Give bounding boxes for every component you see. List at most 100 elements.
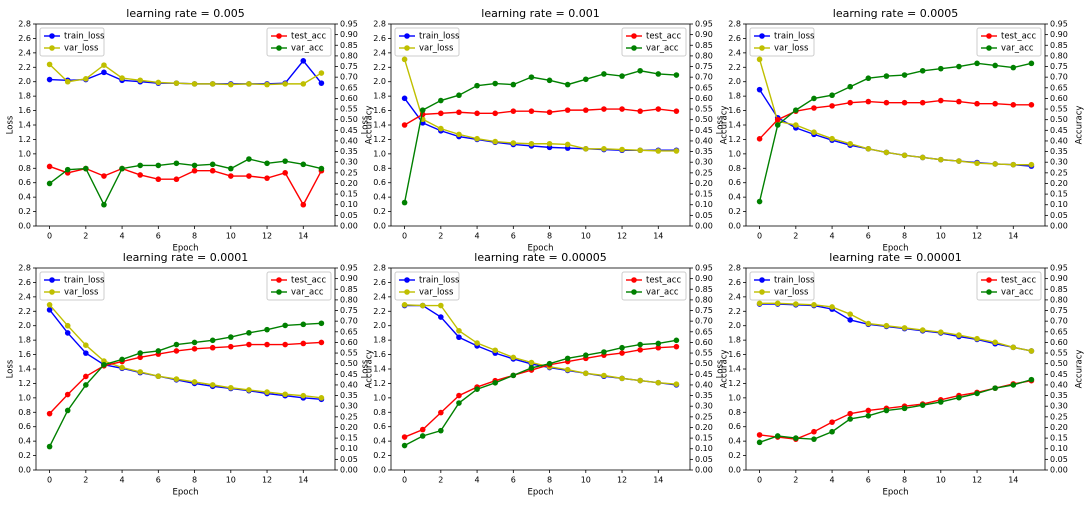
y2-tick-label: 0.30 xyxy=(695,402,713,411)
data-point xyxy=(137,350,143,356)
y-tick-label: 2.0 xyxy=(18,77,31,86)
y2-tick-label: 0.85 xyxy=(1050,285,1068,294)
y2-tick-label: 0.90 xyxy=(695,274,713,283)
data-point xyxy=(564,355,571,362)
data-point xyxy=(811,428,817,435)
y2-tick-label: 0.85 xyxy=(340,41,358,50)
y2-tick-label: 0.05 xyxy=(695,211,713,220)
y-tick-label: 2.8 xyxy=(373,20,386,29)
x-tick-label: 12 xyxy=(262,232,272,241)
y2-tick-label: 0.55 xyxy=(340,349,358,358)
data-point xyxy=(938,65,944,72)
legend-marker xyxy=(404,33,410,39)
data-point xyxy=(173,160,180,167)
x-tick-label: 8 xyxy=(192,232,197,241)
data-point xyxy=(865,407,872,414)
data-point xyxy=(601,146,607,152)
y-tick-label: 0.6 xyxy=(373,422,386,431)
series-line xyxy=(49,63,322,86)
x-tick-label: 12 xyxy=(262,476,272,485)
y2-tick-label: 0.45 xyxy=(1050,126,1068,135)
data-point xyxy=(228,334,234,340)
y-tick-label: 0.2 xyxy=(373,207,386,216)
data-point xyxy=(191,346,198,352)
x-tick-label: 4 xyxy=(830,232,835,241)
data-point xyxy=(191,339,198,346)
y2-tick-label: 0.25 xyxy=(1050,168,1068,177)
x-axis-label: Epoch xyxy=(882,488,908,498)
data-point xyxy=(173,348,180,354)
data-point xyxy=(919,99,926,106)
data-point xyxy=(637,377,643,384)
data-point xyxy=(191,162,198,169)
data-point xyxy=(209,337,216,344)
y-tick-label: 0.2 xyxy=(373,451,386,460)
x-tick-label: 14 xyxy=(653,476,663,485)
data-point xyxy=(246,156,252,162)
y-tick-label: 1.6 xyxy=(18,106,31,115)
data-point xyxy=(756,136,763,142)
data-point xyxy=(528,108,535,114)
x-tick-label: 6 xyxy=(511,476,516,485)
data-point xyxy=(300,81,307,87)
y-tick-label: 2.8 xyxy=(728,264,741,273)
data-point xyxy=(456,327,462,334)
y-tick-label: 1.4 xyxy=(373,121,386,130)
data-point xyxy=(474,135,480,142)
y2-tick-label: 0.75 xyxy=(340,62,358,71)
y-tick-label: 1.2 xyxy=(373,135,386,144)
data-point xyxy=(992,385,998,391)
y2-tick-label: 0.05 xyxy=(1050,455,1068,464)
x-tick-label: 2 xyxy=(83,476,88,485)
y-tick-label: 2.4 xyxy=(373,48,386,57)
y2-tick-label: 0.35 xyxy=(340,391,358,400)
y-tick-label: 0.8 xyxy=(18,408,31,417)
data-point xyxy=(119,75,125,81)
y-tick-label: 0.6 xyxy=(18,422,31,431)
y-tick-label: 2.0 xyxy=(373,321,386,330)
data-point xyxy=(901,152,908,159)
y2-tick-label: 0.40 xyxy=(340,136,358,145)
data-point xyxy=(847,416,853,422)
y2-tick-label: 0.10 xyxy=(1050,200,1068,209)
legend-label: train_loss xyxy=(64,32,105,42)
data-point xyxy=(793,301,799,307)
data-point xyxy=(282,158,288,164)
data-point xyxy=(756,198,763,205)
legend-label: var_loss xyxy=(64,288,99,298)
legend-marker xyxy=(631,277,637,283)
series-line xyxy=(759,89,1032,167)
data-point xyxy=(64,166,71,173)
data-point xyxy=(847,410,853,417)
data-point xyxy=(83,382,89,388)
y2-tick-label: 0.05 xyxy=(1050,211,1068,220)
y2-tick-label: 0.60 xyxy=(340,338,358,347)
data-point xyxy=(756,86,763,93)
data-point xyxy=(318,165,325,172)
data-point xyxy=(528,74,535,80)
y-tick-label: 2.4 xyxy=(18,48,31,57)
data-point xyxy=(209,344,216,351)
y-tick-label: 1.8 xyxy=(18,92,31,101)
data-point xyxy=(438,97,444,104)
y-tick-label: 0.2 xyxy=(18,451,31,460)
data-point xyxy=(456,334,462,341)
series-line xyxy=(404,304,677,385)
data-point xyxy=(46,180,53,187)
y-tick-label: 0.8 xyxy=(728,408,741,417)
y2-tick-label: 0.45 xyxy=(695,126,713,135)
y-tick-label: 0.0 xyxy=(18,466,31,475)
y2-tick-label: 0.05 xyxy=(340,211,358,220)
data-point xyxy=(811,129,817,136)
legend-box xyxy=(976,271,1042,301)
series-line xyxy=(759,303,1032,352)
data-point xyxy=(401,442,408,449)
data-point xyxy=(119,364,125,371)
data-point xyxy=(901,72,908,78)
x-tick-label: 14 xyxy=(1008,232,1018,241)
legend-label: var_acc xyxy=(291,288,324,298)
y-tick-label: 0.6 xyxy=(18,178,31,187)
y-tick-label: 0.0 xyxy=(373,222,386,231)
